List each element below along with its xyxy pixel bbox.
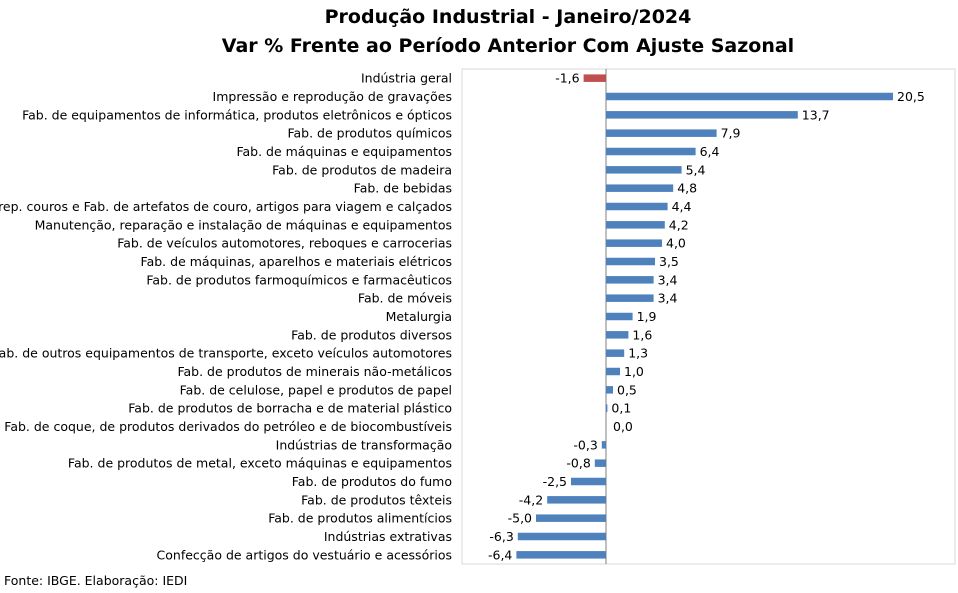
chart-title: Produção Industrial - Janeiro/2024: [324, 6, 692, 28]
category-label: Fab. de produtos de madeira: [272, 162, 452, 177]
bar: [606, 111, 798, 119]
category-label: Indústria geral: [361, 71, 452, 86]
data-label: 3,5: [659, 254, 679, 269]
bar: [606, 294, 654, 302]
category-label: Fab. de veículos automotores, reboques e…: [117, 236, 452, 251]
data-label: 4,2: [669, 217, 689, 232]
category-label: Fab. de produtos farmoquímicos e farmacê…: [146, 272, 452, 287]
category-label: Fab. de produtos diversos: [291, 327, 452, 342]
category-label: Prep. couros e Fab. de artefatos de cour…: [0, 199, 452, 214]
labels-layer: Indústria geral -1,6 Impressão e reproduçã…: [0, 71, 925, 563]
bar: [606, 331, 629, 339]
bar: [606, 257, 655, 266]
data-label: 4,0: [666, 236, 686, 251]
bar: [601, 441, 606, 449]
category-label: Indústrias extrativas: [324, 529, 452, 544]
bar: [606, 202, 668, 211]
data-label: 0,0: [613, 419, 633, 434]
data-label: 4,8: [677, 181, 697, 196]
category-label: Fab. de máquinas e equipamentos: [236, 144, 452, 159]
data-label: -6,4: [488, 547, 512, 562]
category-label: Fab. de coque, de produtos derivados do …: [4, 419, 452, 434]
data-label: 1,3: [628, 346, 648, 361]
category-label: Indústrias de transformação: [276, 437, 452, 452]
category-label: Fab. de equipamentos de informática, pro…: [22, 107, 452, 122]
category-label: Fab. de produtos químicos: [287, 126, 452, 141]
category-label: Confecção de artigos do vestuário e aces…: [157, 547, 452, 562]
bar: [594, 459, 606, 467]
category-label: Fab. de máquinas, aparelhos e materiais …: [141, 254, 452, 269]
bar: [571, 477, 606, 486]
data-label: -5,0: [508, 511, 532, 526]
bar: [547, 496, 606, 504]
data-label: 7,9: [721, 126, 741, 141]
category-label: Fab. de outros equipamentos de transport…: [0, 346, 452, 361]
data-label: -2,5: [543, 474, 567, 489]
source-note: Fonte: IBGE. Elaboração: IEDI: [4, 573, 188, 588]
data-label: 5,4: [686, 162, 706, 177]
data-label: 1,6: [632, 327, 652, 342]
category-label: Fab. de móveis: [358, 291, 452, 306]
bars-layer: [516, 74, 893, 559]
chart-subtitle: Var % Frente ao Período Anterior Com Aju…: [221, 35, 795, 57]
data-label: -4,2: [519, 492, 543, 507]
data-label: -6,3: [489, 529, 513, 544]
plot-border: [461, 68, 956, 565]
data-label: -0,8: [566, 456, 590, 471]
data-label: 3,4: [658, 272, 678, 287]
category-label: Fab. de produtos do fumo: [292, 474, 452, 489]
data-label: 20,5: [897, 89, 925, 104]
bar: [606, 404, 608, 412]
category-label: Fab. de bebidas: [354, 181, 452, 196]
category-label: Fab. de produtos de metal, exceto máquin…: [68, 456, 452, 471]
data-label: -1,6: [555, 71, 579, 86]
bar: [606, 367, 620, 376]
category-label: Fab. de produtos têxteis: [301, 492, 452, 507]
category-label: Metalurgia: [386, 309, 452, 324]
data-label: 1,9: [637, 309, 657, 324]
data-label: 13,7: [802, 107, 830, 122]
data-label: 6,4: [700, 144, 720, 159]
bar: [606, 147, 696, 156]
data-label: 3,4: [658, 291, 678, 306]
bar: [606, 239, 662, 247]
bar: [606, 349, 625, 357]
bar: [606, 386, 613, 394]
bar: [606, 92, 893, 101]
bar: [606, 184, 674, 192]
bar: [606, 312, 633, 321]
bar: [606, 221, 665, 229]
category-label: Fab. de celulose, papel e produtos de pa…: [180, 382, 452, 397]
data-label: 1,0: [624, 364, 644, 379]
data-label: 4,4: [672, 199, 692, 214]
data-label: 0,1: [611, 401, 631, 416]
category-label: Fab. de produtos alimentícios: [268, 511, 452, 526]
bar: [606, 276, 654, 284]
bar: [516, 551, 606, 559]
category-label: Fab. de produtos de minerais não-metálic…: [177, 364, 452, 379]
data-label: -0,3: [573, 437, 597, 452]
data-label: 0,5: [617, 382, 637, 397]
bar: [606, 166, 682, 174]
category-label: Impressão e reprodução de gravações: [213, 89, 452, 104]
bar: [517, 532, 606, 541]
bar: [536, 514, 606, 522]
category-label: Fab. de produtos de borracha e de materi…: [128, 401, 452, 416]
bar: [583, 74, 606, 82]
bar: [606, 129, 717, 137]
category-label: Manutenção, reparação e instalação de má…: [35, 217, 452, 232]
